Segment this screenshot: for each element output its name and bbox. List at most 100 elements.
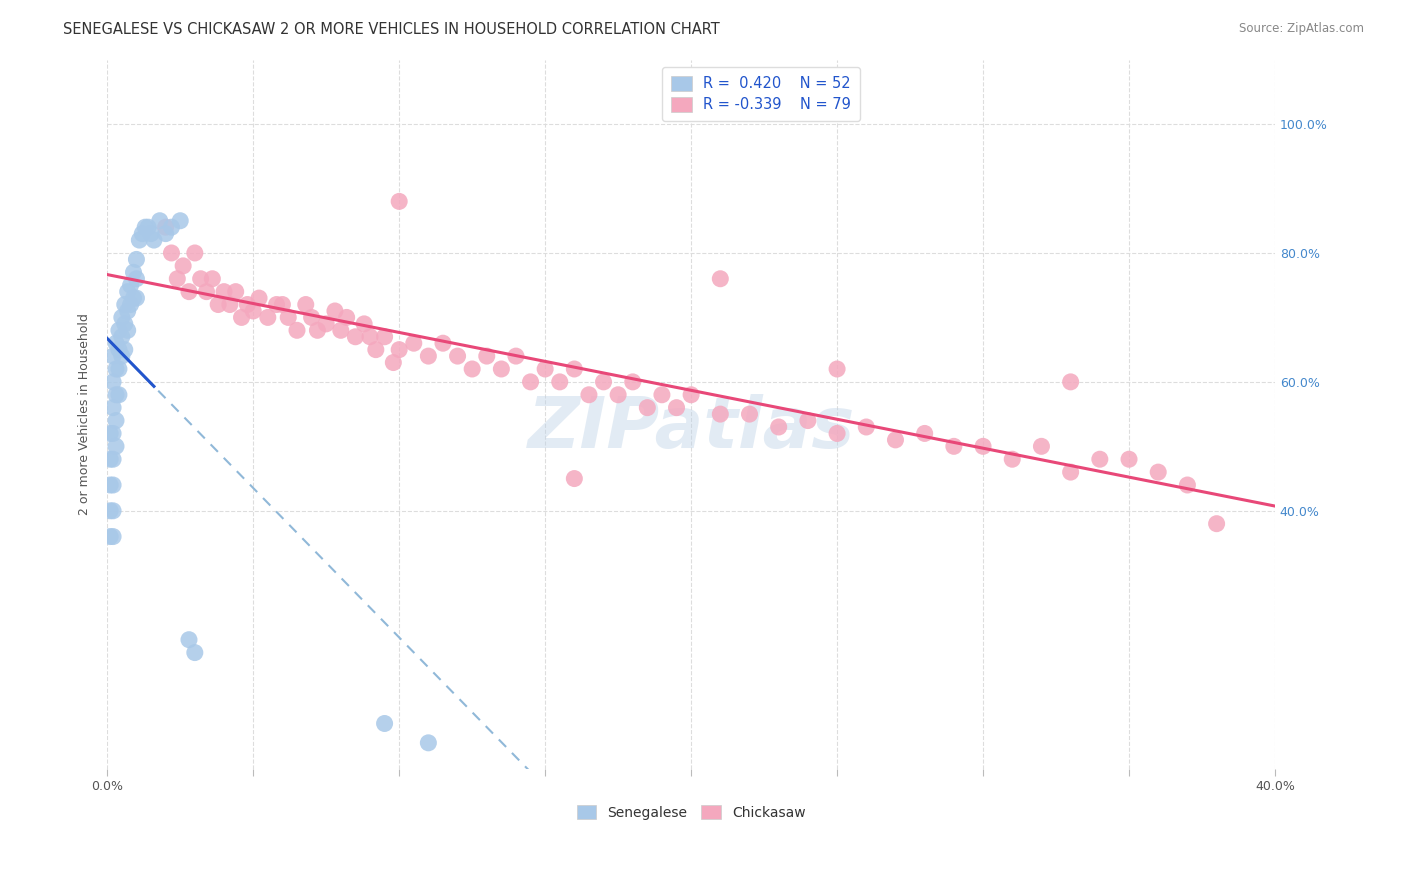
Point (709, 271, 731, 285)
Point (534, 362, 557, 376)
Point (101, 401, 124, 415)
Point (382, 355, 405, 369)
Point (105, 362, 128, 376)
Point (271, 297, 294, 311)
Point (128, 233, 150, 247)
Point (665, 401, 688, 415)
Point (166, 271, 188, 285)
Point (307, 323, 329, 337)
Point (461, 362, 484, 376)
Point (505, 349, 527, 363)
Point (562, 472, 585, 486)
Point (884, 433, 907, 447)
Point (256, 310, 278, 325)
Point (418, 736, 440, 750)
Point (242, 304, 264, 318)
Point (212, 285, 235, 299)
Point (359, 330, 381, 344)
Point (768, 420, 790, 434)
Point (236, 297, 259, 311)
Point (315, 317, 337, 331)
Point (111, 349, 134, 363)
Point (388, 343, 411, 357)
Point (117, 323, 139, 337)
Point (98, 504, 121, 518)
Point (797, 413, 820, 427)
Point (125, 252, 148, 267)
Text: ZIPatlas: ZIPatlas (527, 393, 855, 463)
Point (548, 375, 571, 389)
Point (184, 246, 207, 260)
Point (914, 426, 936, 441)
Point (101, 375, 124, 389)
Point (177, 632, 200, 647)
Point (418, 349, 440, 363)
Point (218, 297, 240, 311)
Point (149, 213, 172, 227)
Y-axis label: 2 or more Vehicles in Household: 2 or more Vehicles in Household (79, 313, 91, 515)
Point (108, 362, 131, 376)
Point (301, 310, 323, 325)
Point (177, 285, 200, 299)
Point (855, 420, 877, 434)
Point (111, 330, 134, 344)
Point (105, 439, 128, 453)
Point (98, 452, 121, 467)
Point (266, 297, 288, 311)
Point (446, 349, 468, 363)
Point (155, 227, 177, 241)
Point (1059, 375, 1081, 389)
Point (114, 297, 136, 311)
Point (294, 297, 316, 311)
Point (125, 271, 148, 285)
Point (101, 478, 124, 492)
Point (108, 388, 131, 402)
Point (120, 278, 142, 293)
Point (562, 362, 585, 376)
Point (636, 401, 658, 415)
Point (195, 285, 218, 299)
Point (277, 310, 299, 325)
Point (364, 343, 387, 357)
Point (114, 317, 136, 331)
Point (101, 452, 124, 467)
Point (607, 388, 630, 402)
Point (1177, 478, 1199, 492)
Point (190, 271, 212, 285)
Text: SENEGALESE VS CHICKASAW 2 OR MORE VEHICLES IN HOUSEHOLD CORRELATION CHART: SENEGALESE VS CHICKASAW 2 OR MORE VEHICL… (63, 22, 720, 37)
Point (432, 336, 454, 351)
Point (592, 375, 614, 389)
Point (374, 330, 396, 344)
Point (114, 343, 136, 357)
Point (105, 336, 128, 351)
Point (329, 323, 352, 337)
Point (98, 478, 121, 492)
Point (353, 317, 375, 331)
Point (169, 213, 191, 227)
Point (101, 530, 124, 544)
Point (402, 336, 425, 351)
Point (621, 375, 644, 389)
Point (578, 388, 600, 402)
Point (1118, 452, 1140, 467)
Point (388, 194, 411, 209)
Point (101, 349, 124, 363)
Point (120, 297, 142, 311)
Point (98, 530, 121, 544)
Text: Source: ZipAtlas.com: Source: ZipAtlas.com (1239, 22, 1364, 36)
Point (108, 343, 131, 357)
Point (1001, 452, 1024, 467)
Point (942, 439, 965, 453)
Point (651, 388, 673, 402)
Point (136, 220, 159, 235)
Point (1205, 516, 1227, 531)
Point (101, 426, 124, 441)
Point (172, 259, 194, 273)
Point (681, 388, 703, 402)
Point (105, 388, 128, 402)
Point (117, 304, 139, 318)
Point (336, 310, 359, 325)
Point (142, 233, 165, 247)
Point (125, 291, 148, 305)
Point (247, 291, 270, 305)
